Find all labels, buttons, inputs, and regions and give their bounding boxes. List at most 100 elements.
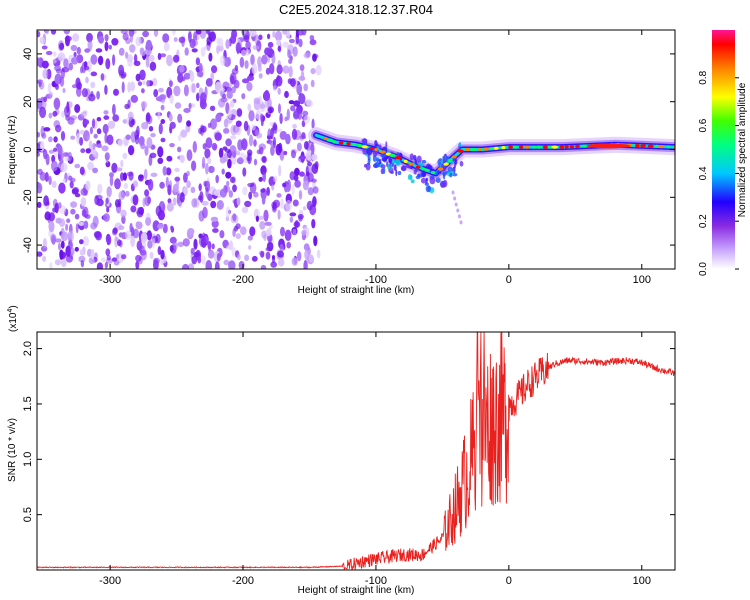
- noise-blob: [239, 56, 245, 68]
- noise-blob: [190, 82, 197, 94]
- noise-blob: [230, 176, 236, 183]
- noise-blob: [41, 45, 48, 50]
- colorbar-tick-label: 0.6: [698, 118, 709, 132]
- noise-blob: [120, 159, 124, 168]
- noise-blob: [183, 172, 188, 183]
- noise-blob: [277, 45, 281, 52]
- noise-blob: [122, 172, 127, 181]
- noise-blob: [54, 259, 62, 266]
- noise-blob: [80, 66, 84, 74]
- ridge-spread: [437, 169, 440, 174]
- noise-blob: [313, 235, 318, 247]
- noise-blob: [280, 198, 284, 209]
- noise-blob: [37, 182, 43, 194]
- noise-blob: [51, 180, 57, 188]
- noise-blob: [292, 123, 297, 129]
- noise-blob: [244, 200, 252, 208]
- ridge-hotspot: [457, 149, 464, 153]
- ridge-spread: [427, 185, 431, 192]
- noise-blob: [288, 58, 293, 64]
- noise-blob: [87, 248, 92, 257]
- noise-blob: [291, 257, 298, 266]
- noise-blob: [216, 37, 220, 45]
- noise-blob: [191, 160, 197, 172]
- ridge-hotspot: [443, 162, 449, 166]
- ridge-spread: [376, 158, 380, 162]
- ridge-hotspot: [535, 145, 542, 149]
- ridge-spread: [424, 182, 429, 186]
- noise-blob: [50, 30, 57, 35]
- ridge-spread: [437, 158, 444, 167]
- noise-blob: [198, 195, 203, 201]
- noise-blob: [143, 168, 148, 180]
- noise-blob: [116, 167, 123, 172]
- noise-blob: [183, 186, 189, 195]
- noise-blob: [159, 53, 167, 58]
- noise-blob: [42, 255, 47, 262]
- noise-blob: [215, 174, 219, 184]
- noise-blob: [71, 57, 79, 65]
- noise-blob: [247, 182, 255, 188]
- noise-blob: [88, 140, 93, 152]
- spectrogram-xtick-label: 100: [633, 274, 651, 286]
- noise-blob: [163, 42, 170, 52]
- ridge-hotspot: [361, 145, 368, 149]
- noise-blob: [183, 84, 189, 97]
- noise-blob: [248, 110, 255, 122]
- noise-blob: [244, 60, 249, 69]
- noise-blob: [129, 44, 136, 53]
- colorbar: 0.0 0.2 0.4 0.6 0.8 Normalized spectral ampl…: [698, 30, 748, 276]
- ridge-hotspot: [569, 145, 575, 149]
- noise-blob: [220, 97, 228, 103]
- frequency-ridge: [308, 127, 675, 225]
- ridge-spread: [429, 176, 436, 185]
- noise-blob: [130, 94, 138, 103]
- noise-blob: [228, 190, 233, 198]
- noise-blob: [41, 100, 47, 109]
- noise-blob: [58, 242, 61, 251]
- ridge-spread: [390, 163, 393, 171]
- spectrogram-ytick-label: -20: [22, 189, 34, 205]
- noise-blob: [72, 188, 76, 195]
- noise-blob: [239, 152, 245, 159]
- ridge-stray: [454, 202, 458, 207]
- noise-blob: [220, 55, 226, 66]
- noise-blob: [274, 30, 283, 42]
- noise-blob: [127, 59, 133, 67]
- noise-blob: [132, 180, 139, 188]
- noise-blob: [272, 124, 278, 134]
- noise-blob: [249, 226, 256, 237]
- noise-blob: [312, 196, 317, 208]
- noise-blob: [93, 133, 98, 139]
- noise-blob: [221, 168, 225, 175]
- noise-blob: [73, 51, 77, 58]
- noise-blob: [243, 154, 248, 164]
- noise-blob: [249, 30, 257, 37]
- noise-blob: [43, 96, 48, 103]
- noise-blob: [85, 214, 91, 220]
- noise-blob: [162, 33, 170, 43]
- noise-blob: [85, 180, 91, 191]
- noise-blob: [150, 172, 158, 177]
- ridge-hotspot: [519, 145, 524, 149]
- noise-blob: [172, 197, 177, 206]
- noise-blob: [201, 201, 209, 206]
- ridge-hotspot: [464, 147, 471, 152]
- noise-blob: [302, 206, 307, 211]
- noise-blob: [157, 157, 164, 164]
- noise-blob: [101, 257, 106, 263]
- noise-blob: [235, 233, 241, 240]
- noise-blob: [167, 184, 172, 196]
- noise-blob: [52, 110, 58, 117]
- noise-blob: [104, 41, 109, 52]
- noise-blob: [292, 228, 297, 236]
- snr-scale-label: (x104): [7, 305, 19, 332]
- snr-xtick-label: -100: [365, 575, 387, 587]
- ridge-hotspot: [559, 145, 565, 149]
- noise-blob: [78, 221, 85, 226]
- ridge-spread: [400, 167, 405, 171]
- noise-blob: [68, 175, 73, 181]
- ridge-hotspot: [394, 156, 402, 160]
- noise-blob: [303, 141, 309, 150]
- noise-blob: [207, 240, 212, 250]
